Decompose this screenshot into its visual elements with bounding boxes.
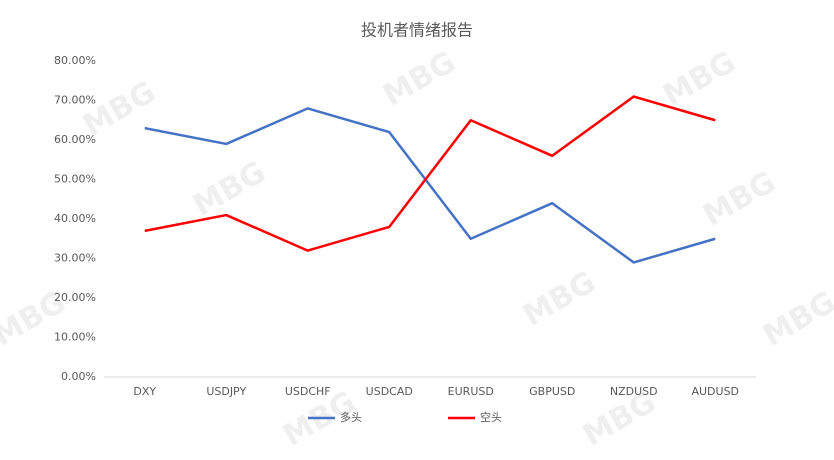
- series-line: [144, 107, 716, 264]
- y-tick-label: 40.00%: [54, 212, 96, 225]
- x-tick-label: USDCAD: [366, 385, 413, 398]
- legend-label: 空头: [480, 410, 502, 424]
- y-tick-label: 60.00%: [54, 133, 96, 146]
- chart-title: 投机者情绪报告: [361, 21, 473, 40]
- x-tick-label: NZDUSD: [610, 385, 658, 398]
- y-tick-label: 0.00%: [61, 370, 96, 383]
- watermark: MBG: [187, 155, 271, 224]
- x-tick-label: DXY: [133, 385, 156, 398]
- x-tick-label: AUDUSD: [691, 385, 739, 398]
- y-tick-label: 30.00%: [54, 252, 96, 265]
- watermark: MBG: [657, 45, 741, 114]
- series-line: [144, 95, 716, 252]
- watermark: MBG: [517, 265, 601, 334]
- x-tick-label: USDJPY: [206, 385, 246, 398]
- watermark: MBG: [697, 165, 781, 234]
- y-tick-label: 70.00%: [54, 94, 96, 107]
- y-tick-label: 10.00%: [54, 331, 96, 344]
- x-tick-label: USDCHF: [285, 385, 331, 398]
- x-tick-label: GBPUSD: [529, 385, 575, 398]
- y-tick-label: 80.00%: [54, 54, 96, 67]
- watermark: MBG: [377, 45, 461, 114]
- watermark: MBG: [757, 285, 834, 354]
- legend-label: 多头: [340, 410, 362, 424]
- y-tick-label: 20.00%: [54, 291, 96, 304]
- y-tick-label: 50.00%: [54, 173, 96, 186]
- x-tick-label: EURUSD: [448, 385, 494, 398]
